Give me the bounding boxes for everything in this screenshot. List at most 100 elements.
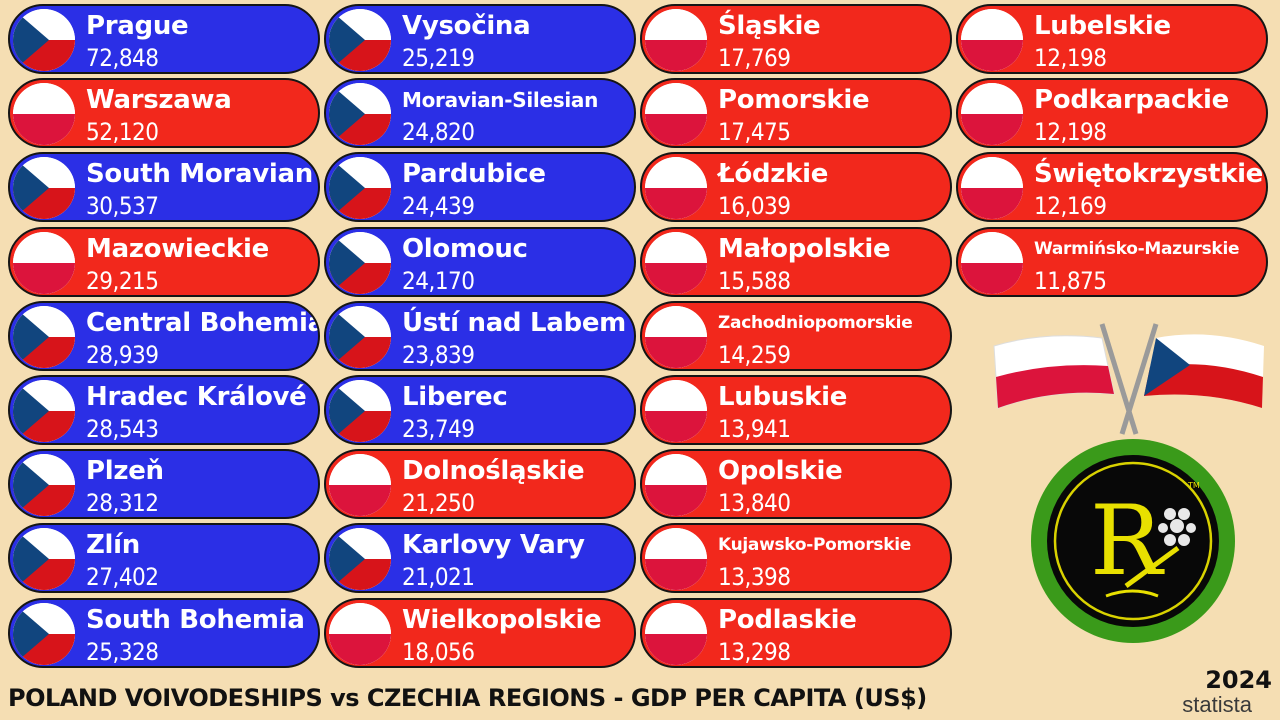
source-label: statista	[1182, 692, 1252, 717]
poland-flag-icon	[645, 157, 707, 220]
region-pill: Małopolskie 15,588	[640, 226, 952, 297]
region-value: 23,749	[402, 415, 475, 443]
region-name: Ústí nad Labem	[402, 307, 626, 338]
region-pill: Olomouc 24,170	[324, 226, 636, 297]
region-name: Dolnośląskie	[402, 456, 585, 487]
region-name: Kujawsko-Pomorskie	[718, 535, 911, 556]
poland-flag-icon	[645, 9, 707, 71]
region-pill: Mazowieckie 29,215	[8, 226, 320, 297]
region-pill: Opolskie 13,840	[640, 449, 952, 520]
region-pill: Moravian-Silesian 24,820	[324, 78, 636, 149]
czech-flag-icon	[329, 305, 391, 368]
czech-flag-icon	[329, 157, 391, 220]
poland-flag-icon	[645, 231, 707, 294]
czech-flag-icon	[329, 9, 391, 71]
czech-flag-icon	[13, 9, 75, 71]
region-value: 27,402	[86, 563, 159, 592]
region-value: 13,398	[718, 563, 791, 592]
region-value: 13,298	[718, 637, 791, 666]
region-pill: Central Bohemia 28,939	[8, 300, 320, 371]
region-value: 18,056	[402, 637, 475, 666]
region-name: Plzeň	[86, 456, 164, 487]
region-name: Karlovy Vary	[402, 530, 585, 561]
region-pill: Świętokrzystkie 12,169	[956, 152, 1268, 223]
region-pill: Prague 72,848	[8, 4, 320, 74]
region-pill: Łódzkie 16,039	[640, 152, 952, 223]
region-pill: Lubelskie 12,198	[956, 4, 1268, 74]
region-pill: Zachodniopomorskie 14,259	[640, 300, 952, 371]
region-pill: Warmińsko-Mazurskie 11,875	[956, 226, 1268, 297]
poland-flag-icon	[645, 528, 707, 591]
region-pill: Vysočina 25,219	[324, 4, 636, 74]
region-value: 28,312	[86, 489, 159, 518]
region-value: 21,021	[402, 563, 475, 592]
region-name: Opolskie	[718, 456, 843, 487]
region-pill: Podkarpackie 12,198	[956, 78, 1268, 149]
poland-flag-icon	[645, 305, 707, 368]
region-name: South Bohemia	[86, 604, 305, 635]
poland-flag-icon	[645, 83, 707, 146]
region-value: 25,219	[402, 44, 475, 72]
region-pill: Pomorskie 17,475	[640, 78, 952, 149]
year-label: 2024	[1205, 666, 1272, 694]
region-name: Lubuskie	[718, 382, 848, 412]
region-pill: Śląskie 17,769	[640, 4, 952, 74]
region-name: Podkarpackie	[1034, 85, 1229, 116]
czech-flag-icon	[13, 305, 75, 368]
region-value: 25,328	[86, 637, 159, 666]
poland-flag-icon	[13, 83, 75, 146]
poland-flag-icon	[645, 380, 707, 442]
region-name: Mazowieckie	[86, 233, 269, 264]
region-value: 28,939	[86, 340, 159, 369]
czech-flag-icon	[329, 231, 391, 294]
region-pill: Pardubice 24,439	[324, 152, 636, 223]
czech-flag-icon	[329, 380, 391, 442]
region-name: Prague	[86, 11, 189, 41]
region-value: 29,215	[86, 266, 159, 295]
poland-flag-icon	[13, 231, 75, 294]
region-name: Wielkopolskie	[402, 604, 602, 635]
region-name: Vysočina	[402, 11, 531, 41]
region-pill: Podlaskie 13,298	[640, 597, 952, 668]
logo-emblem-icon: R TM	[1031, 439, 1235, 643]
region-value: 72,848	[86, 44, 159, 72]
region-name: Pardubice	[402, 159, 546, 190]
crossed-flags-icon	[993, 323, 1264, 435]
region-pill: Zlín 27,402	[8, 523, 320, 594]
region-name: Hradec Králové	[86, 382, 307, 412]
czech-flag-icon	[13, 157, 75, 220]
czech-flag-icon	[329, 528, 391, 591]
poland-flag-icon	[961, 83, 1023, 146]
region-name: Warmińsko-Mazurskie	[1034, 238, 1240, 259]
region-name: Central Bohemia	[86, 307, 320, 338]
logo-letter: R	[1090, 485, 1165, 597]
chart-title: POLAND VOIVODESHIPS vs CZECHIA REGIONS -…	[8, 684, 927, 712]
region-value: 17,475	[718, 118, 791, 147]
region-pill: South Moravian 30,537	[8, 152, 320, 223]
region-value: 13,941	[718, 415, 791, 443]
czech-flag-icon	[13, 528, 75, 591]
region-name: Łódzkie	[718, 159, 829, 190]
region-name: Pomorskie	[718, 85, 870, 116]
region-name: Małopolskie	[718, 233, 891, 264]
region-name: Zachodniopomorskie	[718, 312, 913, 333]
region-pill: Kujawsko-Pomorskie 13,398	[640, 523, 952, 594]
region-pill: Hradec Králové 28,543	[8, 375, 320, 445]
region-pill: Plzeň 28,312	[8, 449, 320, 520]
region-pill: Warszawa 52,120	[8, 78, 320, 149]
region-name: South Moravian	[86, 159, 313, 190]
region-value: 14,259	[718, 340, 791, 369]
region-pill: Wielkopolskie 18,056	[324, 597, 636, 668]
poland-flag-icon	[961, 157, 1023, 220]
region-pill: Liberec 23,749	[324, 375, 636, 445]
czech-flag-icon	[13, 454, 75, 517]
poland-flag-icon	[329, 454, 391, 517]
region-name: Warszawa	[86, 85, 232, 116]
region-value: 30,537	[86, 192, 159, 221]
poland-flag-icon	[961, 231, 1023, 294]
region-name: Lubelskie	[1034, 11, 1171, 41]
region-value: 24,170	[402, 266, 475, 295]
region-value: 21,250	[402, 489, 475, 518]
czech-flag-icon	[329, 83, 391, 146]
region-name: Olomouc	[402, 233, 528, 264]
